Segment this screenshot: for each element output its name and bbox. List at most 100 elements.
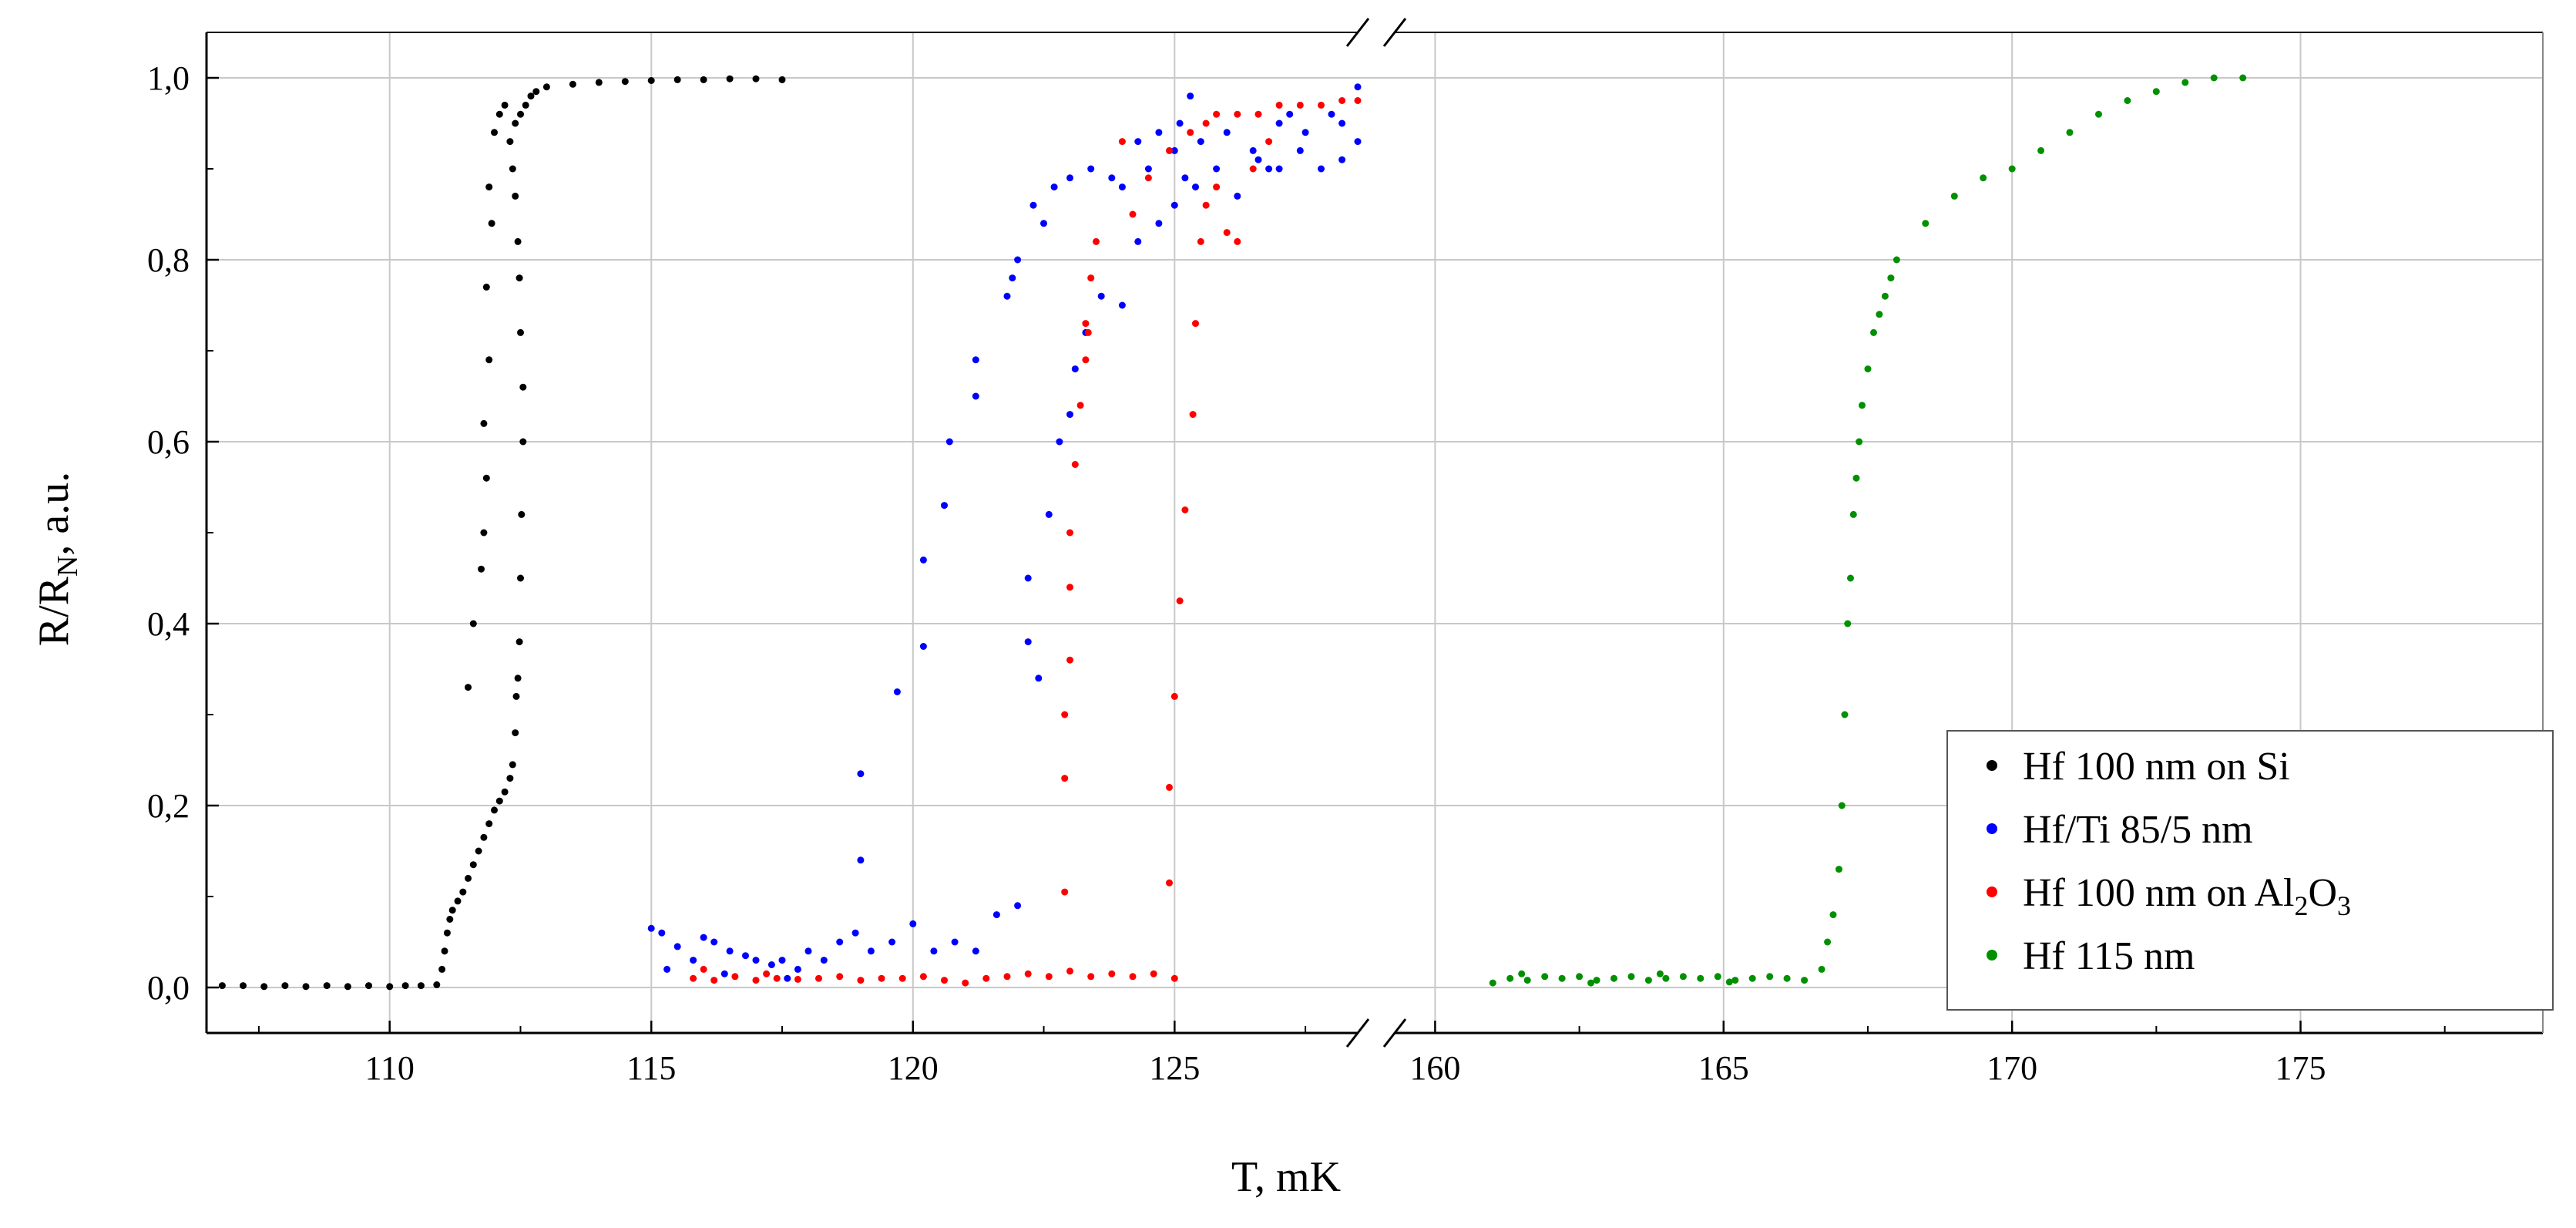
data-point [1014, 256, 1022, 264]
data-point [1187, 93, 1194, 100]
data-point [1155, 129, 1163, 136]
x-axis-title: T, mK [1231, 1153, 1341, 1201]
data-point [1541, 973, 1549, 981]
data-point [1155, 220, 1163, 227]
legend-label: Hf/Ti 85/5 nm [2023, 808, 2253, 852]
data-point [1644, 977, 1652, 984]
data-point [485, 820, 493, 828]
data-point [1213, 110, 1221, 118]
data-point [448, 907, 456, 914]
data-point [1045, 973, 1053, 981]
data-point [1506, 974, 1514, 982]
data-point [1144, 174, 1152, 182]
data-point [1045, 510, 1053, 518]
y-tick-label: 1,0 [147, 59, 190, 97]
data-point [501, 101, 509, 109]
data-point [1881, 292, 1889, 300]
y-tick-label: 0,6 [147, 423, 190, 461]
data-point [1275, 101, 1283, 109]
data-point [2095, 110, 2102, 118]
data-point [851, 929, 859, 937]
data-point [495, 797, 503, 805]
data-point [1838, 802, 1846, 809]
data-point [1050, 183, 1058, 191]
data-point [1328, 110, 1335, 118]
legend-marker [1987, 760, 1997, 771]
y-tick-labels: 0,0 0,2 0,4 0,6 0,8 1,0 [147, 59, 190, 1007]
data-point [778, 957, 786, 964]
x-tick-label: 110 [364, 1049, 414, 1087]
data-point [1024, 970, 1032, 977]
data-point [726, 947, 734, 955]
data-point [1301, 129, 1309, 136]
data-point [1061, 888, 1069, 896]
data-point [909, 920, 917, 927]
legend-box [1946, 730, 2554, 1011]
data-point [1610, 974, 1617, 982]
data-point [491, 129, 498, 136]
data-point [514, 237, 522, 245]
data-point [1202, 119, 1210, 127]
data-point [1166, 879, 1173, 887]
data-point [1108, 174, 1116, 182]
data-point [1093, 237, 1100, 245]
data-point [2066, 129, 2074, 136]
data-point [794, 965, 801, 973]
x-tick-labels: 110 115 120 125 160 165 170 175 [364, 1049, 2326, 1087]
data-point [1847, 574, 1854, 582]
data-point [1275, 165, 1283, 173]
data-point [1071, 461, 1079, 468]
legend: Hf 100 nm on Si Hf/Ti 85/5 nm Hf 100 nm on… [1946, 730, 2554, 1011]
data-point [752, 977, 760, 984]
data-point [480, 529, 488, 537]
data-point [1318, 165, 1325, 173]
data-point [1061, 775, 1069, 782]
legend-marker [1987, 823, 1997, 834]
data-point [1587, 979, 1595, 987]
data-point [1234, 192, 1241, 200]
data-point [2181, 79, 2189, 86]
data-point [1662, 974, 1670, 982]
data-point [1922, 220, 1929, 227]
data-point [1003, 292, 1011, 300]
data-point [898, 974, 906, 982]
data-point [1108, 970, 1116, 977]
data-point [1354, 83, 1362, 91]
data-point [720, 970, 728, 977]
data-point [1558, 974, 1566, 982]
data-point [1066, 174, 1073, 182]
data-point [1061, 711, 1069, 718]
data-point [1087, 973, 1095, 981]
data-point [878, 974, 885, 982]
data-point [1849, 510, 1857, 518]
data-point [1192, 320, 1199, 328]
data-point [595, 79, 603, 86]
data-point [1844, 620, 1852, 627]
data-point [1835, 866, 1842, 873]
data-point [516, 274, 523, 282]
axis-break-mark [1382, 1018, 1407, 1048]
data-point [1286, 110, 1294, 118]
data-point [673, 76, 681, 83]
data-point [1818, 965, 1825, 973]
data-point [972, 947, 979, 955]
data-point [1766, 973, 1774, 981]
data-point [992, 911, 1000, 919]
data-point [1265, 165, 1273, 173]
data-point [2210, 74, 2218, 82]
data-point [1187, 129, 1194, 136]
data-point [893, 688, 901, 695]
data-point [1296, 146, 1304, 154]
data-point [700, 965, 707, 973]
data-point [1656, 970, 1664, 977]
data-point [480, 419, 488, 427]
x-tick-label: 115 [626, 1049, 676, 1087]
data-point [1003, 973, 1011, 981]
data-point [465, 874, 472, 882]
data-point [1134, 237, 1142, 245]
legend-marker [1987, 887, 1997, 897]
data-point [527, 93, 535, 100]
data-point [710, 977, 718, 984]
data-point [700, 76, 707, 83]
data-point [446, 916, 454, 923]
